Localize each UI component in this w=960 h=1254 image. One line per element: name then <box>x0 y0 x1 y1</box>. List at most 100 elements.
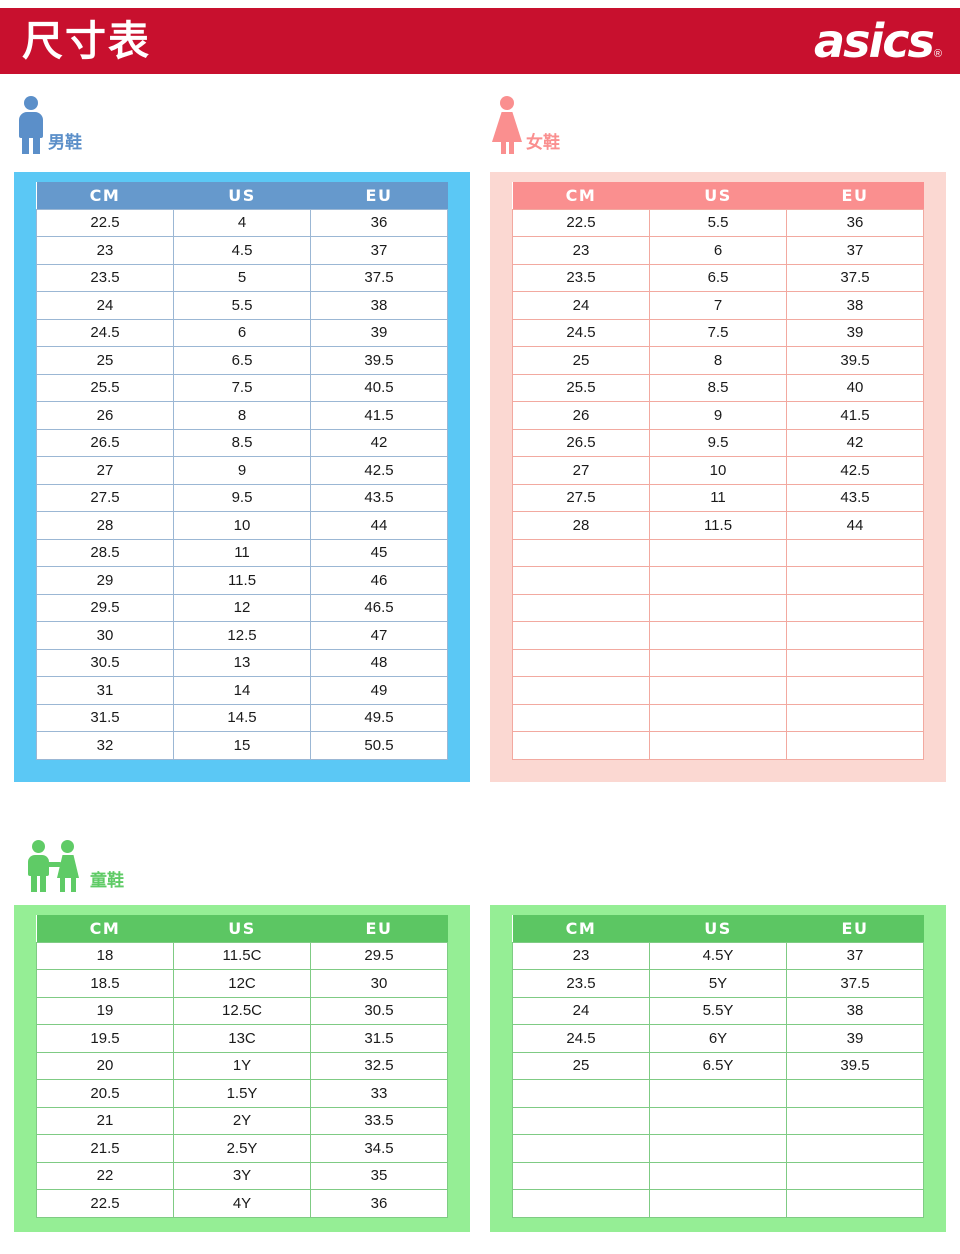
table-cell-eu: 42.5 <box>310 456 448 485</box>
section-label-kids-text: 童鞋 <box>90 871 124 891</box>
table-cell-us: 8 <box>173 401 311 430</box>
table-row-empty <box>512 566 924 595</box>
table-row: 22.5 4 36 <box>36 208 448 237</box>
table-cell-empty <box>786 1134 924 1163</box>
table-cell-empty <box>512 648 650 677</box>
table-cell-eu: 30.5 <box>310 996 448 1025</box>
table-row: 22.5 4Y 36 <box>36 1189 448 1218</box>
table-cell-us: 10 <box>649 456 787 485</box>
table-row: 22.5 5.5 36 <box>512 208 924 237</box>
table-cell-eu: 49.5 <box>310 703 448 732</box>
table-cell-cm: 22 <box>36 1161 174 1190</box>
table-row: 26.5 9.5 42 <box>512 428 924 457</box>
table-row: 23 6 37 <box>512 236 924 265</box>
section-label-men-text: 男鞋 <box>48 133 82 153</box>
table-cell-empty <box>649 676 787 705</box>
table-cell-cm: 23 <box>512 941 650 970</box>
section-label-kids: 童鞋 <box>26 840 124 892</box>
men-header-row: CM US EU <box>36 182 448 209</box>
table-cell-cm: 30 <box>36 621 174 650</box>
table-cell-us: 12.5 <box>173 621 311 650</box>
table-cell-us: 15 <box>173 731 311 760</box>
table-cell-empty <box>512 1106 650 1135</box>
table-cell-us: 6 <box>649 236 787 265</box>
table-cell-eu: 31.5 <box>310 1024 448 1053</box>
table-cell-us: 5Y <box>649 969 787 998</box>
table-cell-us: 12 <box>173 593 311 622</box>
table-cell-eu: 37.5 <box>310 263 448 292</box>
table-row: 20.5 1.5Y 33 <box>36 1079 448 1108</box>
table-cell-us: 6.5 <box>649 263 787 292</box>
table-cell-cm: 18.5 <box>36 969 174 998</box>
table-cell-cm: 28.5 <box>36 538 174 567</box>
table-cell-us: 7.5 <box>173 373 311 402</box>
table-cell-empty <box>512 703 650 732</box>
table-cell-us: 4.5 <box>173 236 311 265</box>
table-row-empty <box>512 676 924 705</box>
table-cell-empty <box>786 703 924 732</box>
table-cell-us: 14 <box>173 676 311 705</box>
women-table-body: 22.5 5.5 36 23 6 37 23.5 6.5 37.5 24 7 38 24.5 7.5 39 2… <box>512 208 924 760</box>
table-cell-cm: 28 <box>512 511 650 540</box>
table-row-empty <box>512 621 924 650</box>
table-cell-us: 11.5 <box>649 511 787 540</box>
table-cell-eu: 41.5 <box>310 401 448 430</box>
kids-right-table-body: 23 4.5Y 37 23.5 5Y 37.5 24 5.5Y 38 24.5 6Y 39 25 6.5Y… <box>512 941 924 1218</box>
table-cell-us: 10 <box>173 511 311 540</box>
table-cell-eu: 37 <box>310 236 448 265</box>
table-cell-eu: 42.5 <box>786 456 924 485</box>
table-cell-cm: 29.5 <box>36 593 174 622</box>
table-cell-eu: 46.5 <box>310 593 448 622</box>
male-figure-icon <box>18 96 44 154</box>
table-cell-empty <box>512 593 650 622</box>
section-label-men: 男鞋 <box>18 96 82 154</box>
table-cell-empty <box>512 1189 650 1218</box>
table-row: 28 11.5 44 <box>512 511 924 540</box>
table-cell-us: 8 <box>649 346 787 375</box>
table-cell-eu: 47 <box>310 621 448 650</box>
table-cell-us: 6 <box>173 318 311 347</box>
table-cell-cm: 22.5 <box>36 208 174 237</box>
table-cell-us: 8.5 <box>649 373 787 402</box>
table-cell-eu: 37 <box>786 941 924 970</box>
table-cell-us: 2.5Y <box>173 1134 311 1163</box>
table-cell-us: 11.5 <box>173 566 311 595</box>
column-header-us: US <box>649 182 787 209</box>
table-cell-eu: 39 <box>786 1024 924 1053</box>
table-row: 31 14 49 <box>36 676 448 705</box>
table-row: 24 5.5Y 38 <box>512 996 924 1025</box>
table-cell-empty <box>512 1134 650 1163</box>
table-cell-cm: 24.5 <box>36 318 174 347</box>
table-cell-cm: 29 <box>36 566 174 595</box>
table-cell-empty <box>786 731 924 760</box>
table-cell-eu: 40.5 <box>310 373 448 402</box>
table-row: 24 5.5 38 <box>36 291 448 320</box>
table-cell-cm: 32 <box>36 731 174 760</box>
table-cell-us: 4 <box>173 208 311 237</box>
table-row: 22 3Y 35 <box>36 1161 448 1190</box>
table-cell-cm: 23.5 <box>512 969 650 998</box>
asics-logo: asics ® <box>814 18 960 64</box>
table-cell-us: 9 <box>649 401 787 430</box>
table-cell-eu: 38 <box>786 996 924 1025</box>
table-cell-empty <box>512 1161 650 1190</box>
men-size-panel: CM US EU 22.5 4 36 23 4.5 37 23.5 5 37.5 24 5.5 38 2… <box>14 172 470 782</box>
table-cell-us: 9.5 <box>173 483 311 512</box>
table-cell-eu: 50.5 <box>310 731 448 760</box>
table-cell-cm: 23.5 <box>36 263 174 292</box>
table-row-empty <box>512 538 924 567</box>
table-row: 23.5 6.5 37.5 <box>512 263 924 292</box>
table-cell-us: 4.5Y <box>649 941 787 970</box>
men-table-head: CM US EU <box>36 182 448 209</box>
table-cell-eu: 43.5 <box>786 483 924 512</box>
table-row: 25.5 8.5 40 <box>512 373 924 402</box>
table-cell-empty <box>512 566 650 595</box>
table-cell-cm: 19.5 <box>36 1024 174 1053</box>
table-cell-empty <box>649 1189 787 1218</box>
table-cell-cm: 20 <box>36 1051 174 1080</box>
table-cell-us: 11.5C <box>173 941 311 970</box>
kids-left-table-body: 18 11.5C 29.5 18.5 12C 30 19 12.5C 30.5 19.5 13C 31… <box>36 941 448 1218</box>
table-cell-us: 11 <box>649 483 787 512</box>
table-cell-cm: 25 <box>512 1051 650 1080</box>
table-row: 28.5 11 45 <box>36 538 448 567</box>
